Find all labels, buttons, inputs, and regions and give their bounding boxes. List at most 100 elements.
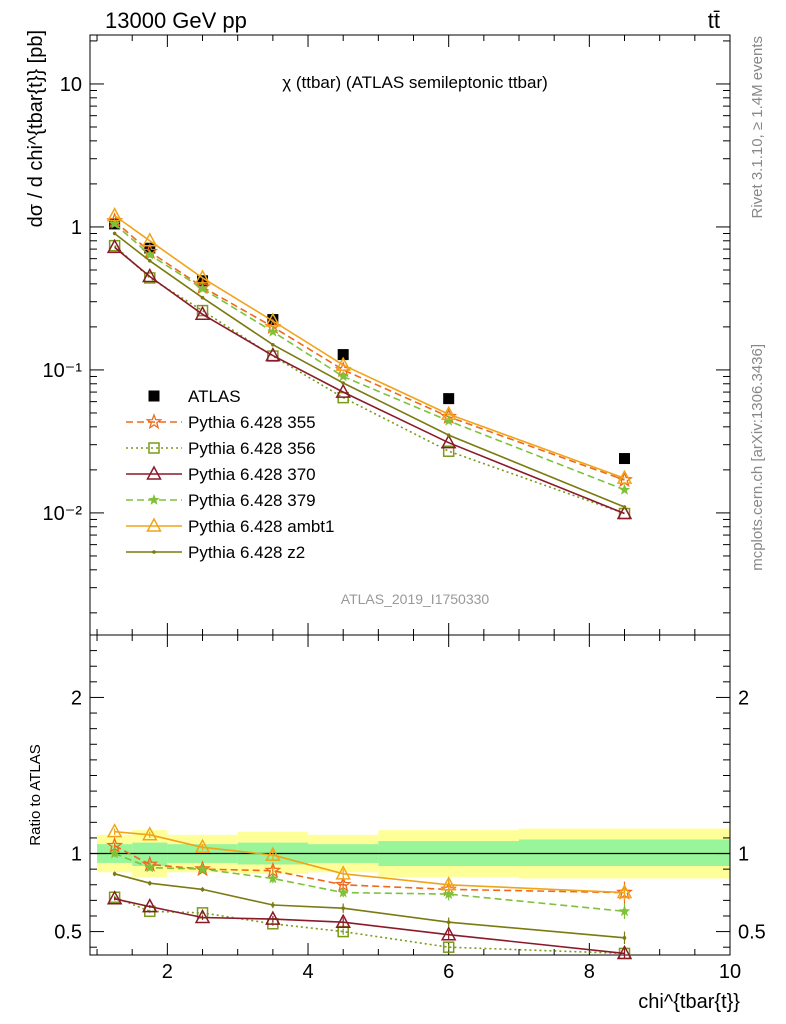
main-y-axis-ticks: 10⁻² 10⁻¹ 1 10 <box>43 40 730 614</box>
ratio-point <box>265 846 281 861</box>
data-point <box>443 414 455 426</box>
ratio-plot-frame <box>89 634 731 956</box>
legend-marker <box>145 413 163 430</box>
ratio-y-axis-label: Ratio to ATLAS <box>27 744 44 845</box>
ratio-point <box>196 863 209 874</box>
data-point <box>618 483 631 495</box>
ratio-point <box>144 861 156 873</box>
ratio-point <box>200 887 205 892</box>
data-point <box>144 248 156 260</box>
data-point <box>142 267 158 283</box>
data-point <box>341 381 345 385</box>
ratio-point <box>108 847 121 859</box>
y-tick-label: 10 <box>60 74 82 96</box>
ratio-y-axis-ticks: 0.5 0.5 1 1 2 2 <box>54 650 766 948</box>
ratio-point <box>337 886 349 898</box>
main-plot-panel: 10⁻² 10⁻¹ 1 10 ATLAS Pythia 6.428 355 Pythia 6… <box>43 34 731 955</box>
data-point <box>337 370 349 382</box>
legend-label: Pythia 6.428 355 <box>188 413 316 432</box>
data-point <box>335 356 351 371</box>
legend-marker <box>148 390 160 402</box>
series-4 <box>108 217 631 495</box>
data-point <box>106 207 123 222</box>
data-point <box>619 453 631 465</box>
x-tick-label: 6 <box>443 961 454 983</box>
ratio-point <box>147 881 152 885</box>
main-title: χ (ttbar) (ATLAS semileptonic ttbar) <box>282 73 548 92</box>
data-point <box>440 434 457 449</box>
uncertainty-band-inner <box>132 842 168 867</box>
series-6 <box>112 231 627 509</box>
ratio-point <box>622 936 627 940</box>
ratio-plot-panel: 0.5 0.5 1 1 2 2 2 4 6 8 10 <box>54 634 766 983</box>
series-1 <box>106 212 633 488</box>
data-point <box>271 342 275 347</box>
y-tick-label: 2 <box>738 687 749 709</box>
main-y-axis-label: dσ / d chi^{tbar{t}} [pb] <box>25 30 47 227</box>
data-point <box>335 383 351 398</box>
ratio-point <box>440 926 457 941</box>
legend-label: Pythia 6.428 356 <box>188 439 316 458</box>
ratio-point <box>194 908 211 924</box>
ratio-series-2 <box>106 890 633 960</box>
data-point <box>147 258 152 263</box>
y-tick-label: 10⁻² <box>43 503 83 525</box>
legend-label: ATLAS <box>188 387 241 406</box>
y-tick-label: 1 <box>71 844 82 866</box>
data-point <box>112 231 117 236</box>
data-point <box>265 347 281 362</box>
ratio-point <box>446 920 451 925</box>
x-axis-label: chi^{tbar{t}} <box>638 991 740 1013</box>
ratio-line <box>114 898 625 955</box>
series-line <box>114 246 625 515</box>
mcplots-label: mcplots.cern.ch [arXiv:1306.3436] <box>749 344 766 571</box>
legend-marker <box>146 465 162 480</box>
legend-marker <box>146 517 162 532</box>
data-point <box>144 242 156 254</box>
data-point <box>196 282 209 294</box>
legend-label: Pythia 6.428 379 <box>188 491 316 510</box>
y-tick-label: 1 <box>71 217 82 239</box>
data-point <box>267 325 279 337</box>
ratio-line <box>114 873 625 939</box>
ratio-point <box>616 944 633 960</box>
ratio-point <box>616 883 633 899</box>
header-process: 13000 GeV pp <box>105 8 247 33</box>
ratio-point <box>271 903 275 907</box>
data-point <box>442 445 455 457</box>
main-plot-frame <box>89 34 731 636</box>
rivet-label: Rivet 3.1.10, ≥ 1.4M events <box>749 36 766 219</box>
legend-label: Pythia 6.428 z2 <box>188 543 305 562</box>
y-tick-label: 0.5 <box>54 922 82 944</box>
ratio-point <box>194 838 211 854</box>
series-3 <box>106 238 633 520</box>
ratio-point <box>335 865 351 880</box>
y-tick-label: 0.5 <box>738 922 766 944</box>
x-tick-label: 2 <box>162 961 173 983</box>
data-point <box>200 295 205 300</box>
uncertainty-band-inner <box>519 839 730 867</box>
watermark: ATLAS_2019_I1750330 <box>341 591 490 607</box>
data-point <box>194 305 211 321</box>
header-final-state: tt̄ <box>708 8 720 33</box>
legend-label: Pythia 6.428 ambt1 <box>188 517 334 536</box>
data-point <box>616 469 633 484</box>
y-tick-label: 10⁻¹ <box>43 360 83 382</box>
data-point <box>142 232 158 247</box>
ratio-point <box>440 876 457 891</box>
ratio-point <box>443 888 455 899</box>
legend-marker <box>152 550 156 554</box>
data-point <box>616 504 633 520</box>
data-point <box>440 405 457 420</box>
ratio-point <box>142 898 158 913</box>
data-point <box>265 312 281 327</box>
ratio-point <box>106 890 123 905</box>
ratio-point <box>335 913 351 928</box>
ratio-series-5 <box>112 871 627 945</box>
ratio-series-3 <box>108 847 631 920</box>
x-tick-label: 4 <box>302 961 313 983</box>
ratio-point <box>142 826 158 841</box>
legend-label: Pythia 6.428 370 <box>188 465 316 484</box>
ratio-point <box>265 910 281 925</box>
